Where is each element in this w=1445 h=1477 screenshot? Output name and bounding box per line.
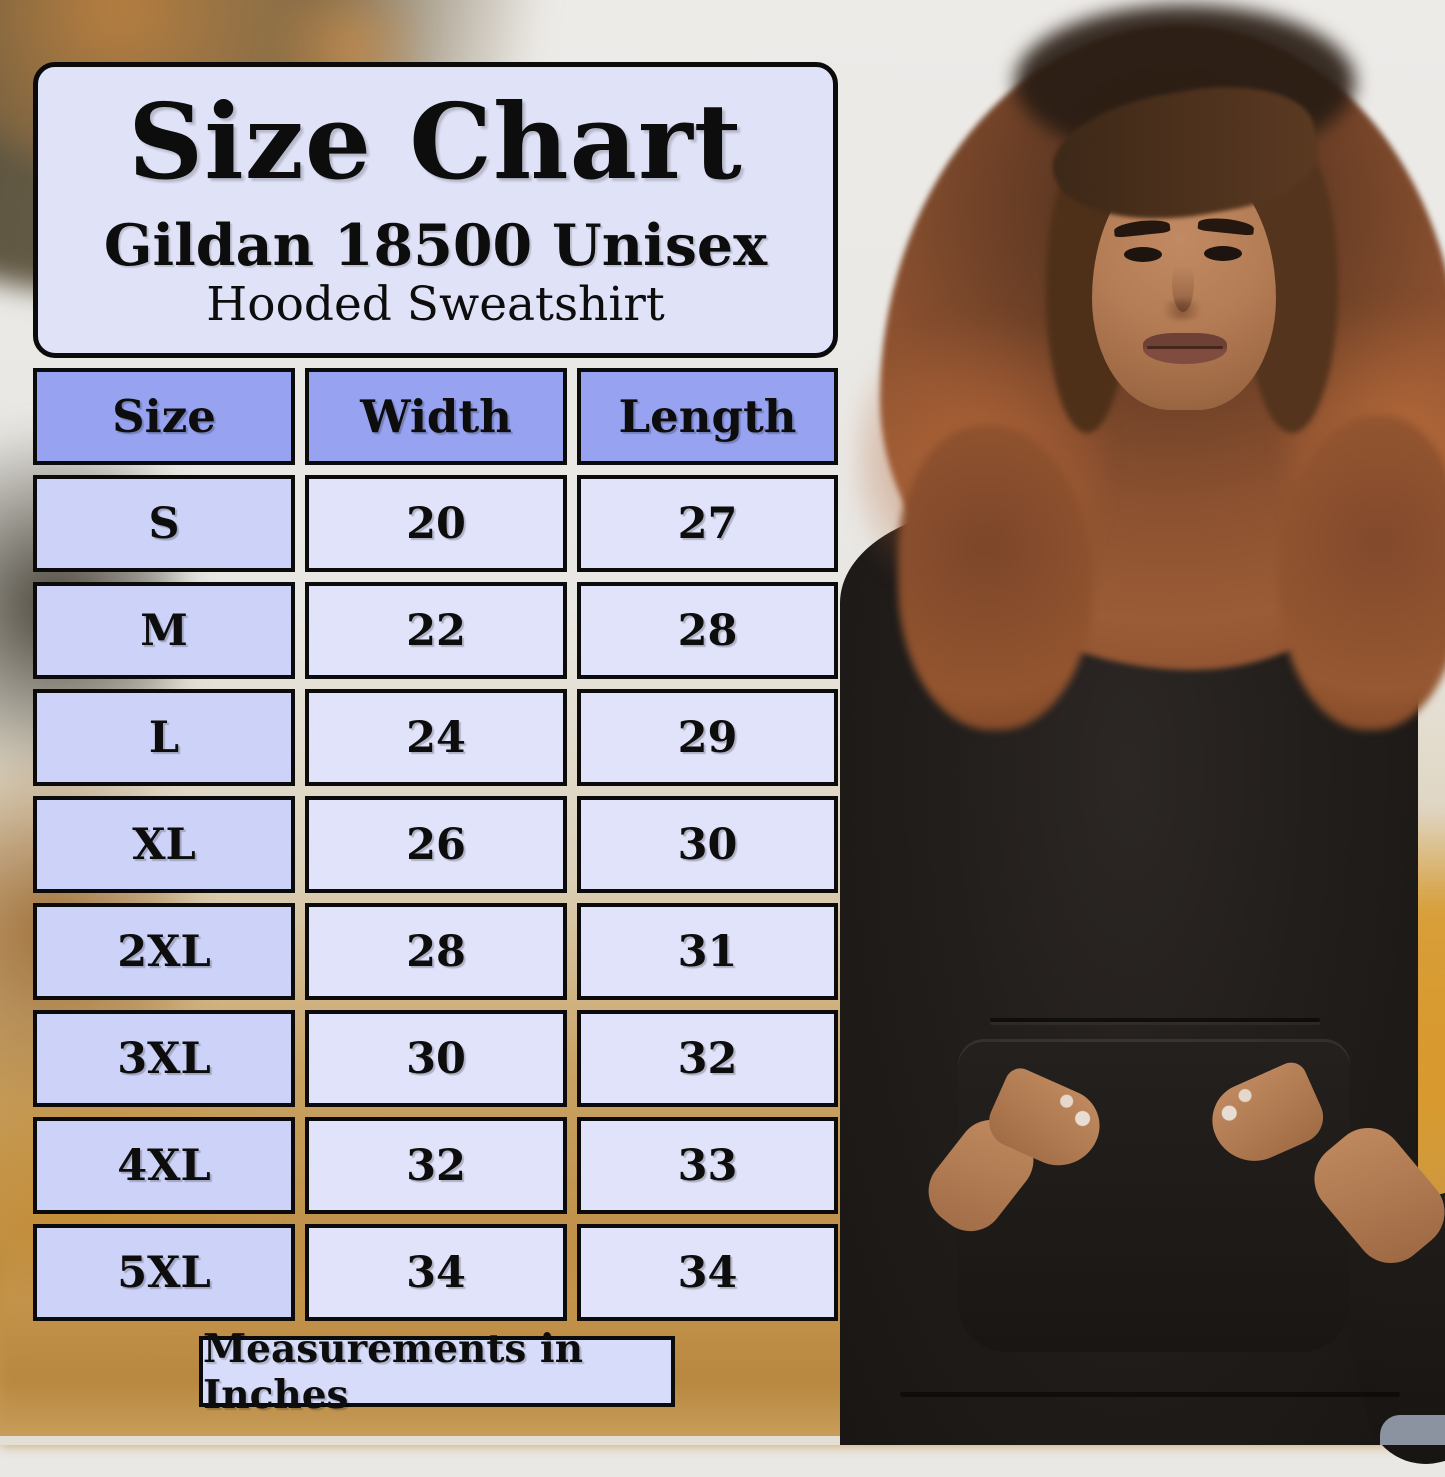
length-value: 31 [577,903,838,1000]
hoodie-hem [900,1392,1400,1397]
model-jeans [1380,1415,1445,1445]
size-label: 3XL [33,1010,295,1107]
model-hair-curl [1278,415,1445,730]
size-label: L [33,689,295,786]
size-label: M [33,582,295,679]
product-name: Gildan 18500 Unisex [103,212,768,280]
length-value: 29 [577,689,838,786]
column-header-width: Width [305,368,567,465]
width-value: 28 [305,903,567,1000]
length-value: 32 [577,1010,838,1107]
width-value: 26 [305,796,567,893]
size-label: 2XL [33,903,295,1000]
model-nose [1172,254,1194,312]
length-value: 33 [577,1117,838,1214]
size-label: XL [33,796,295,893]
model-lip-line [1147,346,1223,349]
width-value: 34 [305,1224,567,1321]
model-eye-right [1204,246,1242,261]
length-value: 34 [577,1224,838,1321]
size-chart-table: Size Width Length S 20 27 M 22 28 L 24 2… [33,368,838,1321]
width-value: 20 [305,475,567,572]
model-eye-left [1124,247,1162,262]
length-value: 28 [577,582,838,679]
size-label: 5XL [33,1224,295,1321]
model-hair-curl [898,425,1093,730]
title-card: Size Chart Gildan 18500 Unisex Hooded Sw… [33,62,838,358]
width-value: 30 [305,1010,567,1107]
background-bottom-strip [0,1436,1445,1445]
column-header-size: Size [33,368,295,465]
product-type: Hooded Sweatshirt [206,277,665,333]
length-value: 27 [577,475,838,572]
chart-title: Size Chart [128,80,743,204]
size-label: 4XL [33,1117,295,1214]
column-header-length: Length [577,368,838,465]
width-value: 22 [305,582,567,679]
hoodie-pocket-seam [990,1018,1320,1022]
width-value: 32 [305,1117,567,1214]
size-label: S [33,475,295,572]
length-value: 30 [577,796,838,893]
model-nose-shadow [1156,300,1208,320]
measurements-note: Measurements in Inches [199,1326,675,1418]
width-value: 24 [305,689,567,786]
